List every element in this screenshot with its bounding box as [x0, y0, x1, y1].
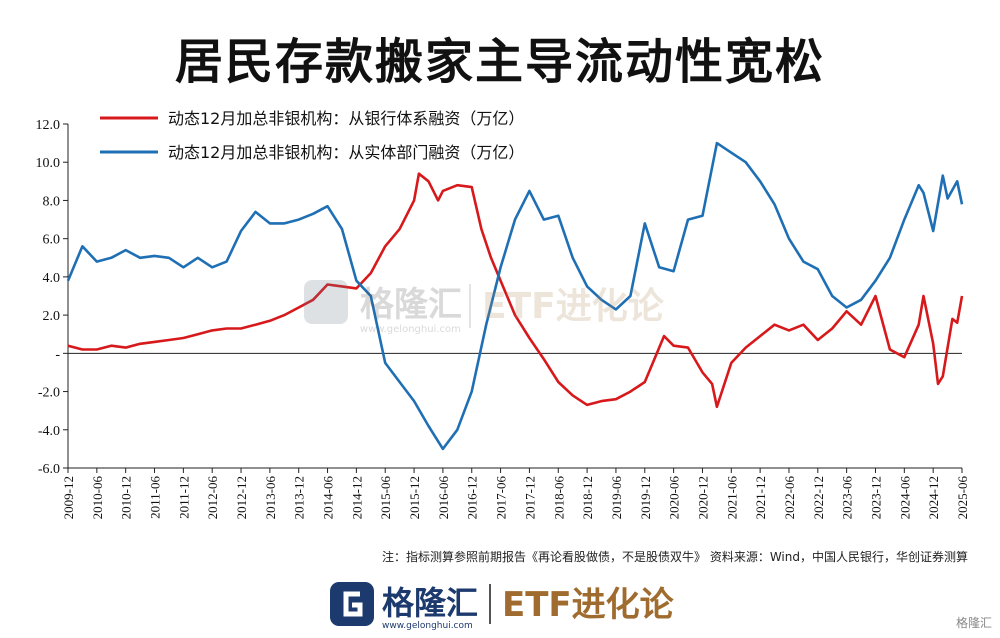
footer-brand: 格隆汇 [382, 584, 478, 622]
y-tick-label: 12.0 [36, 118, 61, 133]
y-tick-label: -4.0 [38, 424, 60, 439]
x-tick-label: 2017-12 [522, 476, 537, 519]
x-tick-label: 2024-12 [926, 476, 941, 519]
x-tick-label: 2020-12 [695, 476, 710, 519]
x-tick-label: 2017-06 [494, 476, 509, 520]
footer-logo: 格隆汇 www.gelonghui.com ETF进化论 [330, 582, 675, 630]
x-tick-label: 2024-06 [897, 476, 912, 520]
y-tick-label: 10.0 [36, 156, 61, 171]
axes: 12.0 10.0 8.0 6.0 4.0 2.0 - -2.0 -4.0 -6.02009-12… [36, 118, 971, 519]
legend-label: 动态12月加总非银机构：从实体部门融资（万亿） [168, 143, 524, 162]
x-tick-label: 2012-06 [205, 476, 220, 520]
x-tick-label: 2019-06 [609, 476, 624, 520]
x-tick-label: 2011-12 [176, 476, 191, 519]
corner-watermark: 格隆汇 [955, 616, 992, 630]
source-note: 注：指标测算参照前期报告《再论看股做债，不是股债双牛》 资料来源：Wind，中国… [382, 550, 968, 564]
y-tick-label: -6.0 [38, 462, 60, 477]
x-tick-label: 2022-12 [811, 476, 826, 519]
x-tick-label: 2021-12 [753, 476, 768, 519]
x-tick-label: 2018-06 [551, 476, 566, 520]
x-tick-label: 2010-06 [90, 476, 105, 520]
x-tick-label: 2021-06 [724, 476, 739, 520]
x-tick-label: 2012-12 [234, 476, 249, 519]
series-line-real [66, 141, 964, 451]
x-tick-label: 2023-06 [840, 476, 855, 520]
footer-site: www.gelonghui.com [382, 621, 473, 630]
x-tick-label: 2014-06 [321, 476, 336, 520]
legend: 动态12月加总非银机构：从银行体系融资（万亿） 动态12月加总非银机构：从实体部门… [100, 109, 524, 162]
x-tick-label: 2016-12 [465, 476, 480, 519]
brand-logo-glyph-icon [343, 591, 363, 617]
x-tick-label: 2023-12 [868, 476, 883, 519]
x-tick-label: 2022-06 [782, 476, 797, 520]
x-tick-label: 2014-12 [349, 476, 364, 519]
x-tick-label: 2013-12 [292, 476, 307, 519]
watermark-site: www.gelonghui.com [360, 324, 461, 334]
watermark-logo-icon [304, 280, 348, 324]
y-tick-label: -2.0 [38, 386, 60, 401]
footer-product: ETF进化论 [502, 585, 675, 625]
x-tick-label: 2015-06 [378, 476, 393, 520]
x-tick-label: 2009-12 [61, 476, 76, 519]
watermark-product: ETF进化论 [482, 286, 665, 327]
y-tick-label: - [55, 347, 60, 362]
x-tick-label: 2015-12 [407, 476, 422, 519]
x-tick-label: 2025-06 [955, 476, 970, 520]
x-tick-label: 2011-06 [148, 476, 163, 519]
x-tick-label: 2018-12 [580, 476, 595, 519]
x-tick-label: 2020-06 [667, 476, 682, 520]
legend-label: 动态12月加总非银机构：从银行体系融资（万亿） [168, 109, 524, 128]
series-line-bank [67, 172, 964, 409]
y-tick-label: 8.0 [43, 194, 61, 209]
page-title: 居民存款搬家主导流动性宽松 [174, 34, 825, 90]
x-tick-label: 2010-12 [119, 476, 134, 519]
y-tick-label: 2.0 [43, 309, 61, 324]
x-tick-label: 2013-06 [263, 476, 278, 520]
x-tick-label: 2019-12 [638, 476, 653, 519]
watermark-brand: 格隆汇 [360, 285, 462, 325]
watermark: 格隆汇 www.gelonghui.com ETF进化论 [300, 270, 720, 335]
series-layer [66, 141, 964, 451]
y-tick-label: 6.0 [43, 233, 61, 248]
x-tick-label: 2016-06 [436, 476, 451, 520]
y-tick-label: 4.0 [43, 271, 61, 286]
